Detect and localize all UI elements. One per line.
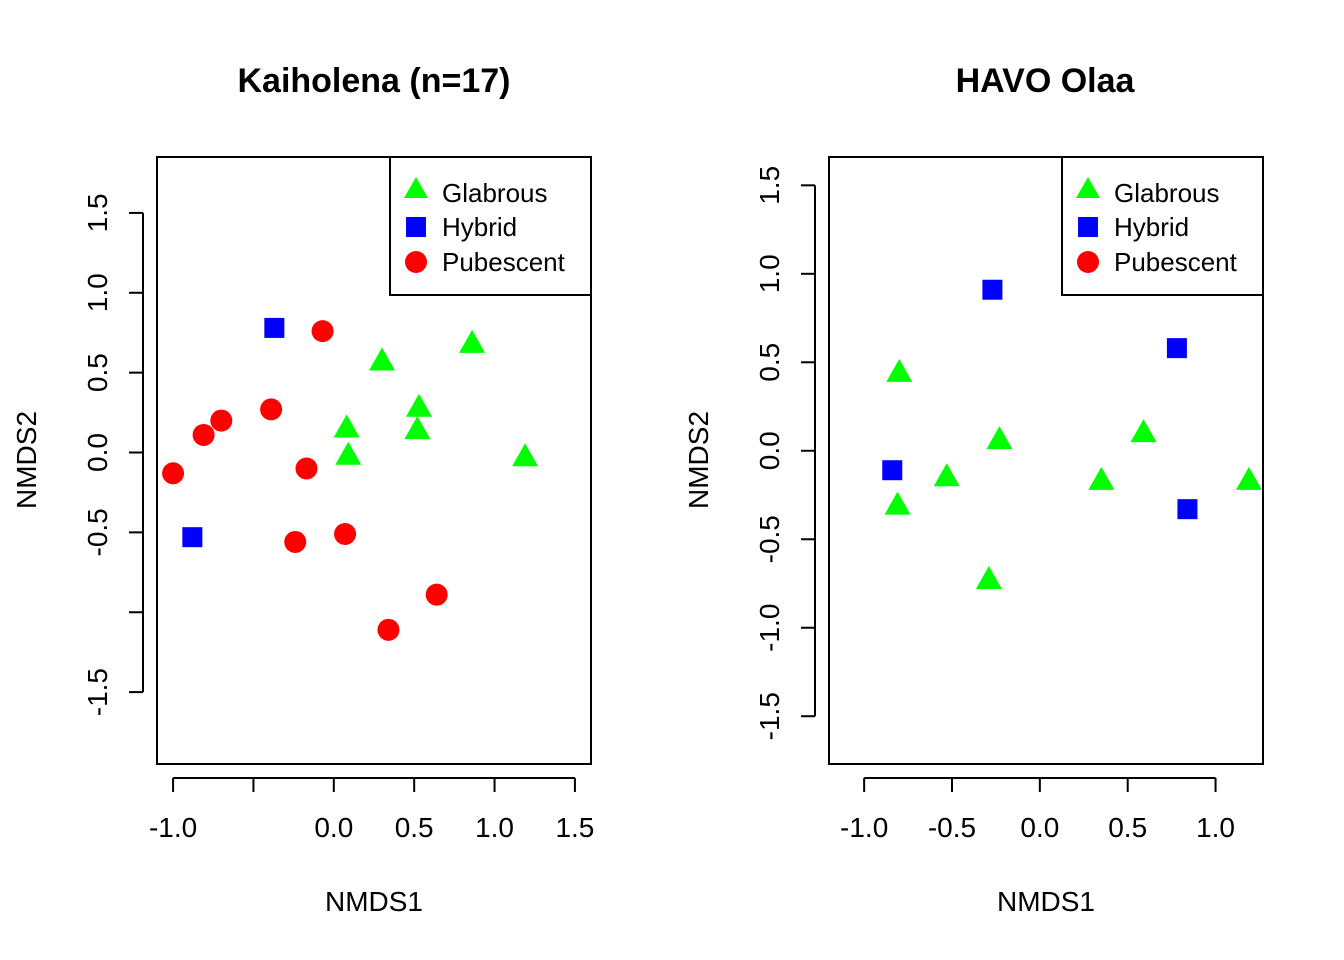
y-tick-label: 0.5 bbox=[82, 353, 113, 392]
legend-hybrid-marker bbox=[406, 217, 426, 237]
glabrous-point bbox=[333, 414, 360, 438]
hybrid-point bbox=[982, 279, 1003, 300]
x-tick-label: 0.0 bbox=[314, 812, 353, 843]
y-tick-label: -0.5 bbox=[82, 508, 113, 556]
panel-havo-olaa: HAVO Olaa -1.0 -0.5 0.0 0.5 1.0 -1.5 -1.0 -0.5… bbox=[683, 62, 1264, 917]
x-tick-label: 0.5 bbox=[395, 812, 434, 843]
y-tick-label: 0.0 bbox=[754, 431, 785, 470]
y-tick-label: 0.5 bbox=[754, 343, 785, 382]
pubescent-point bbox=[284, 530, 307, 553]
x-tick-label: -1.0 bbox=[840, 812, 888, 843]
pubescent-point bbox=[260, 398, 283, 421]
legend-hybrid-label: Hybrid bbox=[1114, 212, 1189, 242]
y-tick-label: -1.5 bbox=[754, 692, 785, 740]
x-axis: -1.0 -0.5 0.0 0.5 1.0 bbox=[840, 777, 1235, 843]
legend-glabrous-label: Glabrous bbox=[442, 178, 548, 208]
legend-glabrous-marker bbox=[404, 177, 428, 198]
glabrous-point bbox=[369, 347, 396, 371]
glabrous-point bbox=[1235, 466, 1262, 490]
y-tick-label: -1.5 bbox=[82, 668, 113, 716]
panel-title: HAVO Olaa bbox=[956, 62, 1136, 100]
glabrous-point bbox=[886, 358, 913, 382]
data-points bbox=[882, 279, 1262, 589]
glabrous-point bbox=[406, 393, 433, 417]
glabrous-point bbox=[933, 463, 960, 487]
pubescent-point bbox=[334, 522, 357, 545]
pubescent-point bbox=[295, 457, 318, 480]
plot-frame bbox=[156, 156, 592, 765]
glabrous-point bbox=[335, 441, 362, 465]
panel-kaiholena: Kaiholena (n=17) -1.0 0.0 0.5 1.0 1.5 -1.5 -0… bbox=[11, 62, 594, 917]
y-axis-label: NMDS2 bbox=[683, 411, 714, 509]
y-tick-label: 1.0 bbox=[82, 273, 113, 312]
hybrid-point bbox=[182, 527, 203, 548]
y-axis: -1.5 -0.5 0.0 0.5 1.0 1.5 bbox=[82, 193, 144, 716]
pubescent-point bbox=[311, 320, 334, 343]
y-tick-label: 0.0 bbox=[82, 433, 113, 472]
hybrid-point bbox=[1177, 499, 1198, 520]
plot-frame bbox=[828, 156, 1264, 765]
legend-pubescent-label: Pubescent bbox=[1114, 247, 1238, 277]
legend: Glabrous Hybrid Pubescent bbox=[389, 156, 592, 296]
x-axis-label: NMDS1 bbox=[325, 886, 423, 917]
glabrous-point bbox=[884, 491, 911, 515]
glabrous-point bbox=[404, 416, 431, 440]
data-points bbox=[162, 317, 539, 641]
legend: Glabrous Hybrid Pubescent bbox=[1061, 156, 1264, 296]
y-tick-label: 1.5 bbox=[82, 193, 113, 232]
x-tick-label: 1.0 bbox=[475, 812, 514, 843]
glabrous-point bbox=[512, 443, 539, 467]
x-axis: -1.0 0.0 0.5 1.0 1.5 bbox=[149, 777, 594, 843]
pubescent-point bbox=[192, 423, 215, 446]
pubescent-point bbox=[425, 583, 448, 606]
pubescent-point bbox=[162, 462, 185, 485]
x-tick-label: 1.5 bbox=[555, 812, 594, 843]
hybrid-point bbox=[264, 317, 285, 338]
pubescent-point bbox=[210, 409, 233, 432]
legend-pubescent-label: Pubescent bbox=[442, 247, 566, 277]
glabrous-point bbox=[1088, 466, 1115, 490]
hybrid-point bbox=[1166, 338, 1187, 359]
glabrous-point bbox=[459, 329, 486, 353]
legend-glabrous-label: Glabrous bbox=[1114, 178, 1220, 208]
glabrous-point bbox=[986, 426, 1013, 450]
glabrous-point bbox=[1130, 419, 1157, 443]
legend-pubescent-marker bbox=[1077, 251, 1099, 273]
hybrid-point bbox=[882, 460, 903, 481]
x-axis-label: NMDS1 bbox=[997, 886, 1095, 917]
glabrous-point bbox=[975, 565, 1002, 589]
legend-hybrid-marker bbox=[1078, 217, 1098, 237]
legend-pubescent-marker bbox=[405, 251, 427, 273]
y-axis: -1.5 -1.0 -0.5 0.0 0.5 1.0 1.5 bbox=[754, 166, 816, 740]
panel-title: Kaiholena (n=17) bbox=[237, 62, 510, 100]
legend-hybrid-label: Hybrid bbox=[442, 212, 517, 242]
y-tick-label: 1.5 bbox=[754, 166, 785, 205]
x-tick-label: 0.5 bbox=[1108, 812, 1147, 843]
y-axis-label: NMDS2 bbox=[11, 411, 42, 509]
x-tick-label: 1.0 bbox=[1196, 812, 1235, 843]
x-tick-label: 0.0 bbox=[1020, 812, 1059, 843]
pubescent-point bbox=[377, 618, 400, 641]
x-tick-label: -1.0 bbox=[149, 812, 197, 843]
x-tick-label: -0.5 bbox=[928, 812, 976, 843]
legend-glabrous-marker bbox=[1076, 177, 1100, 198]
y-tick-label: -1.0 bbox=[754, 604, 785, 652]
y-tick-label: -0.5 bbox=[754, 515, 785, 563]
y-tick-label: 1.0 bbox=[754, 254, 785, 293]
